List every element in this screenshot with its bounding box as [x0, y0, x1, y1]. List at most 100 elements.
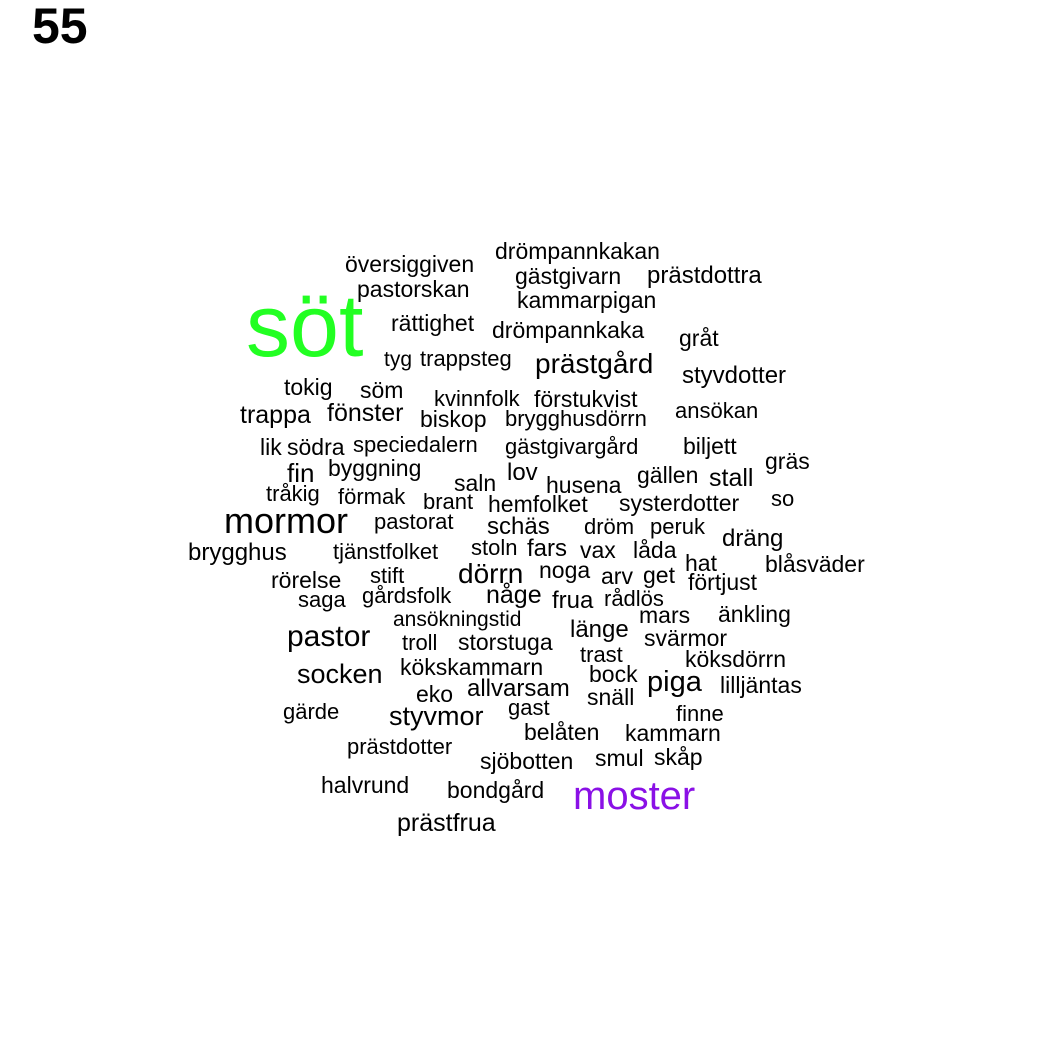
- word-halvrund: halvrund: [321, 772, 410, 798]
- word-drompannkaka: drömpannkaka: [492, 317, 645, 343]
- word-tokig: tokig: [284, 374, 333, 400]
- word-snall: snäll: [587, 684, 635, 710]
- word-so: so: [771, 486, 795, 511]
- word-ansokan: ansökan: [675, 398, 759, 423]
- word-lik: lik: [260, 434, 282, 460]
- word-prastgard: prästgård: [535, 348, 654, 379]
- word-eko: eko: [416, 681, 454, 707]
- word-saga: saga: [298, 587, 346, 612]
- word-moster: moster: [573, 774, 696, 818]
- word-gardsfolk: gårdsfolk: [362, 583, 452, 608]
- word-pastorat: pastorat: [374, 509, 454, 534]
- word-tjanstfolket: tjänstfolket: [333, 539, 439, 564]
- word-sjobotten: sjöbotten: [480, 748, 574, 774]
- word-byggning: byggning: [328, 455, 422, 481]
- word-prastfrua: prästfrua: [397, 809, 496, 837]
- word-biljett: biljett: [683, 433, 737, 459]
- word-blasvader: blåsväder: [765, 551, 865, 577]
- word-trast: trast: [580, 642, 623, 667]
- word-gastgivarn: gästgivarn: [515, 263, 622, 289]
- word-saln: saln: [454, 470, 497, 496]
- word-hemfolket: hemfolket: [488, 491, 588, 517]
- word-ankling: änkling: [718, 601, 791, 627]
- word-trappsteg: trappsteg: [420, 346, 512, 371]
- word-oversiggiven: översiggiven: [345, 251, 475, 277]
- word-systerdotter: systerdotter: [619, 490, 740, 516]
- word-allvarsam: allvarsam: [467, 675, 570, 702]
- word-garde: gärde: [283, 699, 340, 724]
- word-bock: bock: [589, 661, 638, 687]
- word-piga: piga: [647, 666, 702, 698]
- word-radlos: rådlös: [604, 586, 664, 611]
- word-arv: arv: [601, 563, 633, 589]
- word-tyg: tyg: [384, 348, 413, 371]
- word-gast: gast: [508, 695, 550, 720]
- word-fortjust: förtjust: [688, 569, 758, 595]
- panel-number: 55: [32, 0, 88, 54]
- word-rattighet: rättighet: [391, 310, 475, 336]
- word-grat: gråt: [679, 325, 719, 351]
- word-gallen: gällen: [637, 462, 699, 488]
- word-dorrn: dörrn: [458, 558, 524, 589]
- word-socken: socken: [297, 659, 383, 689]
- word-trappa: trappa: [240, 401, 311, 429]
- word-kvinnfolk: kvinnfolk: [434, 386, 520, 411]
- word-bondgard: bondgård: [447, 777, 545, 803]
- word-lov: lov: [507, 459, 538, 486]
- word-ansokningstid: ansökningstid: [393, 608, 522, 631]
- word-fonster: fönster: [327, 399, 404, 427]
- word-brant: brant: [423, 489, 474, 514]
- word-brygghus: brygghus: [188, 539, 287, 566]
- word-vax: vax: [580, 537, 616, 563]
- word-formak: förmak: [338, 484, 406, 509]
- word-hat: hat: [685, 550, 717, 576]
- word-noga: noga: [539, 557, 591, 583]
- word-lada: låda: [633, 537, 677, 563]
- word-brygghusdorrn: brygghusdörrn: [505, 406, 647, 431]
- word-kammarn: kammarn: [625, 720, 721, 746]
- word-husena: husena: [546, 472, 622, 498]
- word-nage: någe: [486, 581, 542, 609]
- word-drom: dröm: [584, 514, 635, 539]
- word-styvmor: styvmor: [389, 701, 484, 731]
- word-lange: länge: [570, 616, 629, 643]
- word-speciedalern: speciedalern: [353, 432, 478, 457]
- word-fars: fars: [527, 535, 568, 562]
- word-stift: stift: [370, 563, 405, 588]
- word-sot: söt: [246, 276, 364, 375]
- word-pastor: pastor: [287, 620, 371, 653]
- word-frua: frua: [552, 587, 594, 614]
- word-prastdottra: prästdottra: [647, 262, 762, 289]
- word-som: söm: [360, 377, 404, 403]
- word-rorelse: rörelse: [271, 567, 342, 593]
- word-sodra: södra: [287, 434, 345, 460]
- word-kammarpigan: kammarpigan: [517, 287, 657, 313]
- word-fin: fin: [287, 458, 315, 488]
- word-lilljantas: lilljäntas: [720, 672, 802, 698]
- word-gras: gräs: [765, 448, 810, 474]
- word-finne: finne: [676, 701, 724, 726]
- word-drang: dräng: [722, 525, 784, 552]
- word-get: get: [643, 562, 675, 588]
- word-styvdotter: styvdotter: [682, 362, 787, 389]
- word-svarmor: svärmor: [644, 625, 728, 651]
- word-peruk: peruk: [650, 514, 706, 539]
- word-prastdotter: prästdotter: [347, 734, 453, 759]
- word-forstukvist: förstukvist: [534, 386, 638, 412]
- word-stall: stall: [709, 464, 754, 492]
- word-koksdorrn: köksdörrn: [685, 646, 786, 672]
- word-troll: troll: [402, 630, 438, 655]
- word-kokskammarn: kökskammarn: [400, 654, 544, 680]
- word-smul: smul: [595, 745, 644, 771]
- word-mormor: mormor: [224, 500, 348, 541]
- word-schas: schäs: [487, 513, 550, 540]
- word-stoln: stoln: [471, 535, 518, 560]
- word-drompannkakan: drömpannkakan: [495, 238, 660, 264]
- word-gastgivargard: gästgivargård: [505, 434, 639, 459]
- word-mars: mars: [639, 602, 691, 628]
- word-biskop: biskop: [420, 406, 487, 432]
- word-skap: skåp: [654, 744, 703, 770]
- word-storstuga: storstuga: [458, 629, 553, 655]
- word-trakig: tråkig: [266, 481, 320, 506]
